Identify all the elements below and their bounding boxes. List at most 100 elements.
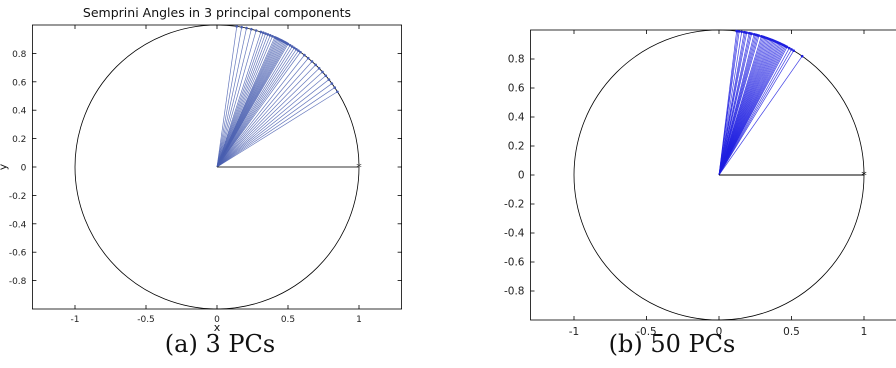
- y-tick-label: -0.2: [504, 199, 525, 211]
- vector-endpoint: [297, 49, 300, 52]
- vector-endpoint: [327, 78, 331, 81]
- y-tick-label: -0.2: [9, 192, 27, 202]
- vector-endpoint: [306, 56, 310, 60]
- y-tick-label: 0: [518, 170, 525, 182]
- angle-vector: [216, 54, 305, 168]
- vector-endpoint: [785, 45, 789, 49]
- angle-vector: [216, 47, 295, 168]
- vector-endpoint: [286, 42, 290, 46]
- x-tick-label: 0: [214, 315, 220, 325]
- y-tick-label: 0.6: [508, 83, 525, 95]
- angle-vector: [216, 33, 266, 168]
- panel-b: -1 -0.5 0 0.5 1 0.8 0.6 0.4 0.2 0 -0.2 -0.4 -0.6 -0.8…: [448, 0, 896, 368]
- angle-vector: [216, 45, 291, 168]
- x-tick-label: 0.5: [783, 326, 800, 338]
- y-tick-label: 0.2: [12, 135, 26, 145]
- y-tick-label: 0: [21, 164, 27, 174]
- vector-endpoint: [740, 30, 743, 34]
- angle-vector: [216, 68, 320, 168]
- chart-title: Semprini Angles in 3 principal component…: [83, 5, 351, 20]
- reference-marker: *: [861, 169, 867, 182]
- angle-vector: [216, 51, 301, 168]
- angle-vector: [216, 49, 297, 168]
- angle-vector: [216, 31, 262, 168]
- chart-a: -1 -0.5 0 0.5 1 0.8 0.6 0.4 0.2 0 -0.2 -0.4 -0.6 -0.8…: [0, 5, 403, 334]
- x-axis-label: x: [214, 321, 221, 334]
- vector-endpoint: [314, 63, 317, 67]
- vector-endpoint: [787, 46, 791, 50]
- vector-endpoint: [295, 47, 298, 51]
- vector-endpoint: [737, 30, 741, 33]
- angle-vector: [216, 79, 330, 168]
- vector-endpoint: [259, 30, 263, 34]
- vector-endpoint: [245, 26, 248, 30]
- vector-endpoint: [745, 31, 748, 34]
- y-tick-label: 0.8: [12, 50, 27, 60]
- angle-vector: [216, 27, 243, 168]
- angle-vector: [718, 56, 803, 176]
- vector-endpoint: [792, 49, 795, 53]
- vector-endpoint: [321, 70, 324, 74]
- angle-vector: [216, 29, 252, 168]
- y-tick-label: 0.8: [508, 54, 525, 66]
- angle-vector: [718, 48, 790, 176]
- vector-endpoint: [310, 60, 314, 63]
- angle-vector: [216, 61, 313, 168]
- vector-endpoint: [336, 90, 339, 94]
- y-tick-label: -0.8: [504, 286, 525, 298]
- angle-vector: [216, 71, 323, 168]
- y-axis-label: y: [0, 163, 9, 170]
- angle-vector: [718, 46, 788, 176]
- vector-endpoint: [293, 46, 296, 50]
- angle-vector: [216, 26, 238, 168]
- angle-vector: [216, 64, 316, 168]
- vector-endpoint: [324, 74, 328, 78]
- angle-vector: [216, 46, 293, 168]
- vector-endpoint: [266, 33, 270, 36]
- vector-endpoint: [299, 50, 302, 54]
- y-tick-label: -0.6: [504, 257, 525, 269]
- y-tick-label: -0.4: [9, 220, 27, 230]
- vector-endpoint: [235, 25, 239, 28]
- vector-endpoint: [271, 34, 274, 38]
- angle-vector: [216, 50, 299, 168]
- y-tick-label: -0.8: [9, 277, 27, 287]
- angle-vector: [216, 57, 309, 168]
- vector-endpoint: [264, 32, 267, 35]
- angle-vector: [216, 28, 247, 168]
- vector-endpoint: [750, 32, 753, 36]
- y-tick-label: -0.6: [9, 249, 27, 259]
- x-tick-label: 1: [356, 315, 362, 325]
- angle-vector: [718, 32, 748, 176]
- angle-vector: [216, 32, 264, 168]
- angle-vector: [216, 34, 269, 168]
- angle-vector: [216, 87, 335, 168]
- vector-endpoint: [268, 34, 272, 37]
- angle-vector: [718, 50, 794, 176]
- angle-vector: [718, 31, 743, 176]
- angle-vector: [216, 75, 327, 168]
- angle-vector: [718, 33, 752, 176]
- y-tick-label: 0.4: [508, 112, 525, 124]
- vector-endpoint: [290, 45, 294, 48]
- x-tick-label: -1: [569, 326, 579, 338]
- angle-vector: [216, 91, 338, 168]
- reference-marker: *: [356, 161, 362, 174]
- x-tick-label: -0.5: [636, 326, 657, 338]
- vector-endpoint: [254, 29, 258, 32]
- vector-endpoint: [800, 54, 804, 58]
- panel-a: -1 -0.5 0 0.5 1 0.8 0.6 0.4 0.2 0 -0.2 -0.4 -0.6 -0.8…: [0, 0, 440, 368]
- caption-a: (a) 3 PCs: [164, 330, 276, 358]
- y-tick-label: -0.4: [504, 228, 525, 240]
- angle-vector: [216, 83, 333, 168]
- angle-vector: [718, 35, 760, 176]
- angle-vector: [216, 30, 257, 168]
- vector-endpoint: [330, 82, 334, 85]
- x-tick-label: -1: [71, 315, 80, 325]
- y-tick-label: 0.4: [12, 107, 27, 117]
- vector-endpoint: [333, 86, 337, 89]
- x-tick-label: 1: [861, 326, 868, 338]
- angle-vector: [216, 35, 271, 168]
- angle-vector: [718, 31, 740, 176]
- vector-endpoint: [288, 43, 292, 47]
